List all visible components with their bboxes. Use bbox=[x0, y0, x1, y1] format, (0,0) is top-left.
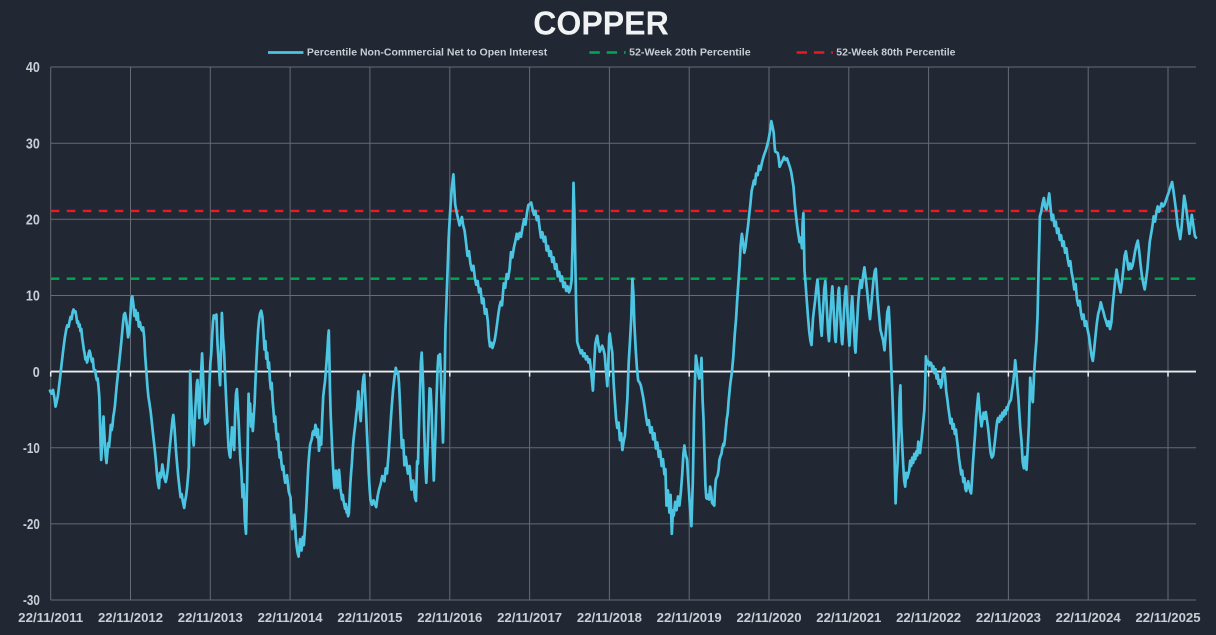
svg-text:52-Week 20th Percentile: 52-Week 20th Percentile bbox=[629, 47, 751, 59]
svg-text:40: 40 bbox=[26, 60, 40, 76]
svg-text:22/11/2024: 22/11/2024 bbox=[1056, 610, 1122, 625]
svg-text:10: 10 bbox=[26, 289, 40, 305]
svg-text:22/11/2012: 22/11/2012 bbox=[98, 610, 163, 625]
svg-text:COPPER: COPPER bbox=[533, 5, 669, 42]
svg-text:22/11/2018: 22/11/2018 bbox=[577, 610, 642, 625]
svg-text:22/11/2021: 22/11/2021 bbox=[816, 610, 881, 625]
svg-text:22/11/2011: 22/11/2011 bbox=[18, 610, 83, 625]
svg-text:-30: -30 bbox=[23, 593, 40, 609]
svg-text:22/11/2016: 22/11/2016 bbox=[417, 610, 482, 625]
svg-text:0: 0 bbox=[33, 365, 40, 381]
svg-text:22/11/2015: 22/11/2015 bbox=[337, 610, 402, 625]
svg-text:20: 20 bbox=[26, 213, 40, 229]
svg-text:22/11/2017: 22/11/2017 bbox=[497, 610, 562, 625]
svg-text:22/11/2023: 22/11/2023 bbox=[976, 610, 1041, 625]
svg-text:30: 30 bbox=[26, 136, 40, 152]
svg-text:22/11/2022: 22/11/2022 bbox=[896, 610, 961, 625]
svg-text:22/11/2019: 22/11/2019 bbox=[657, 610, 722, 625]
svg-text:22/11/2020: 22/11/2020 bbox=[737, 610, 802, 625]
svg-text:-20: -20 bbox=[23, 517, 40, 533]
svg-text:22/11/2014: 22/11/2014 bbox=[258, 610, 324, 625]
svg-text:52-Week 80th Percentile: 52-Week 80th Percentile bbox=[836, 47, 955, 59]
svg-text:22/11/2025: 22/11/2025 bbox=[1136, 610, 1201, 625]
svg-text:22/11/2013: 22/11/2013 bbox=[178, 610, 243, 625]
svg-text:-10: -10 bbox=[23, 441, 40, 457]
svg-text:Percentile Non-Commercial Net: Percentile Non-Commercial Net to Open In… bbox=[307, 47, 548, 59]
